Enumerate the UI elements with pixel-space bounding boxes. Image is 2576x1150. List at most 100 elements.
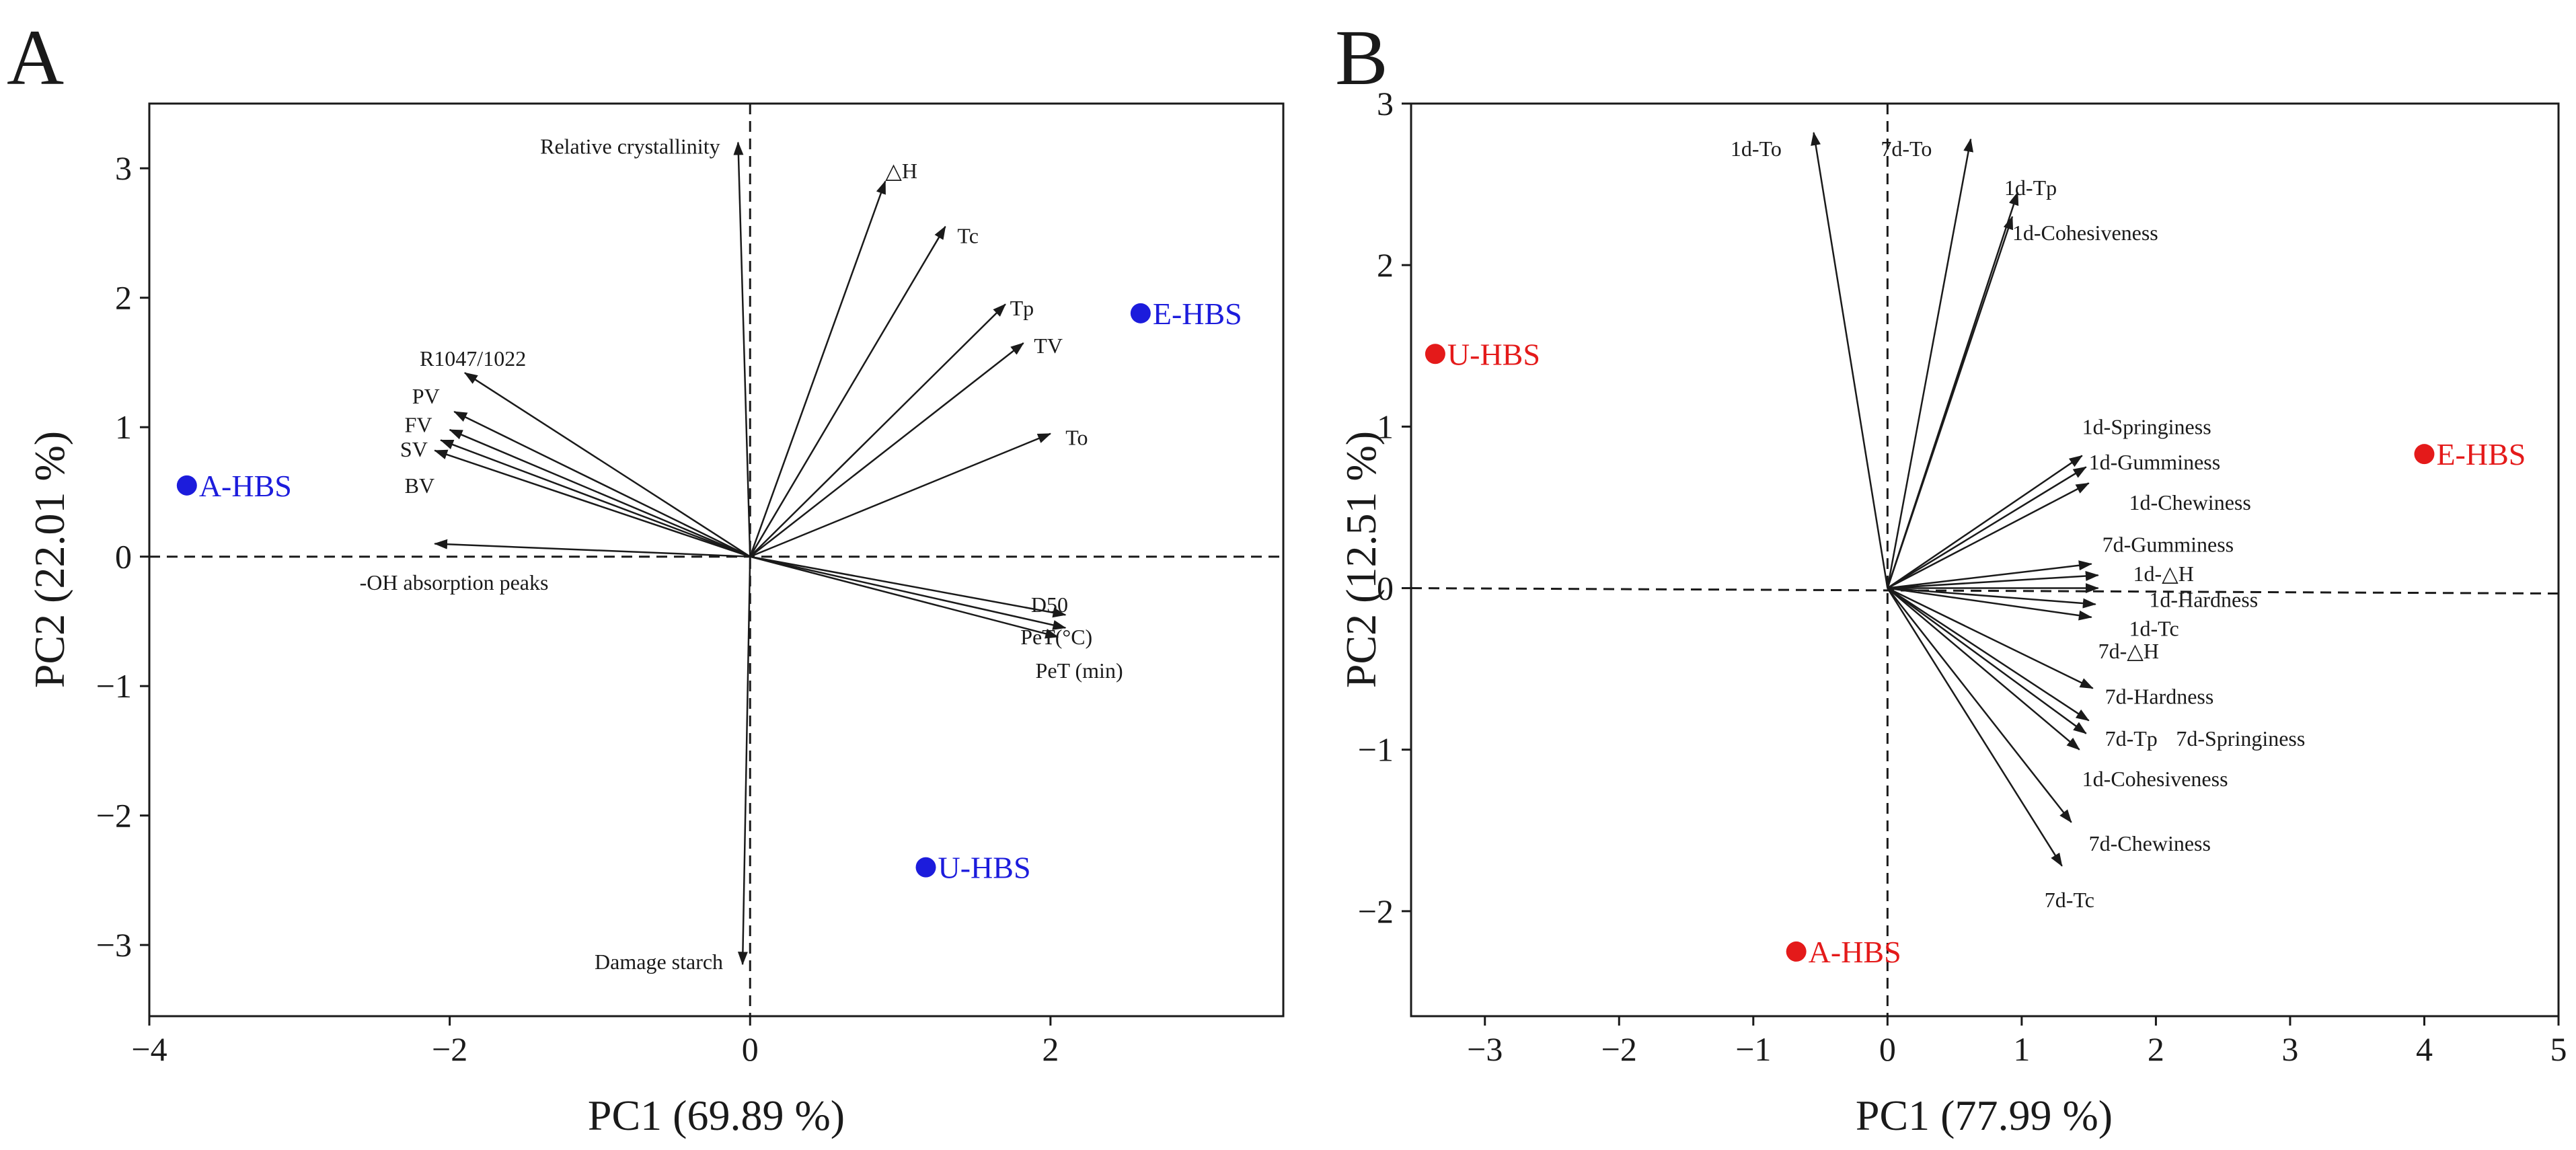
chart-b-x-tick-label: 0 [1879, 1030, 1896, 1068]
chart-a-sample-label: E-HBS [1153, 297, 1242, 331]
chart-a-frame [148, 102, 1285, 1018]
chart-a-x-tick-label: −2 [432, 1030, 467, 1068]
chart-b-y-tick-label: −1 [1358, 731, 1394, 769]
chart-b-y-tick-label: −2 [1358, 892, 1394, 930]
chart-b-loading-arrow [1887, 587, 2087, 734]
chart-a-y-tick-label: −2 [96, 797, 132, 835]
chart-a-loading-label: PV [412, 384, 440, 408]
chart-a-loading-arrow [733, 141, 751, 557]
chart-b-loading-arrow [1887, 138, 1974, 588]
chart-b-loading-label: 1d-Chewiness [2129, 490, 2250, 514]
chart-a-loading-label: R1047/1022 [420, 346, 526, 371]
chart-a-sample-label: U-HBS [938, 851, 1031, 885]
chart-a-loading-label: Damage starch [595, 950, 723, 974]
chart-a-y-tick-label: 2 [115, 279, 132, 317]
chart-b-x-tick-label: −2 [1601, 1030, 1637, 1068]
chart-a-y-tick-label: 3 [115, 149, 132, 187]
chart-a-loading-arrow [749, 225, 946, 558]
chart-b-loading-arrow [1887, 482, 2090, 589]
chart-b-x-tick-label: 5 [2550, 1030, 2567, 1068]
chart-a-loading-label: D50 [1031, 592, 1068, 617]
chart-a-y-tick-label: 1 [115, 408, 132, 446]
chart-a-loading-label: SV [400, 437, 428, 461]
chart-b-loading-label: 1d-Tc [2129, 617, 2179, 641]
chart-b-y-axis-title: PC2 (12.51 %) [1337, 431, 1385, 688]
chart-b-sample-label: A-HBS [1809, 935, 1901, 969]
chart-b-sample-point [1786, 941, 1807, 962]
chart-a-loading-label: TV [1034, 334, 1063, 358]
chart-b-loading-label: 1d-Springiness [2082, 414, 2211, 438]
panel-b-letter: B [1335, 13, 1388, 102]
chart-b-x-tick-label: −1 [1735, 1030, 1771, 1068]
chart-a-loading-label: △H [885, 159, 917, 183]
chart-a-loading-arrow [440, 439, 751, 558]
chart-a-loading-label: FV [405, 412, 432, 436]
chart-a-loading-arrow [453, 410, 751, 558]
chart-b-loading-label: 1d-Gumminess [2089, 450, 2221, 474]
chart-b-sample-label: U-HBS [1447, 337, 1540, 371]
chart-b-loading-label: 7d-Springiness [2176, 726, 2305, 751]
chart-b-loading-arrow [1887, 587, 2096, 609]
chart-b-x-tick-label: −3 [1467, 1030, 1503, 1068]
chart-a-loading-arrow [749, 303, 1006, 558]
chart-b-loading-arrow [1811, 131, 1889, 588]
chart-a-loading-arrow [749, 432, 1052, 558]
chart-a-loading-arrow [749, 342, 1024, 558]
chart-b-loading-arrow [1887, 587, 2072, 823]
panel-a-letter: A [7, 13, 64, 102]
chart-a-y-tick-label: −1 [96, 667, 132, 705]
chart-b-loading-label: 7d-Chewiness [2089, 831, 2211, 855]
chart-a-x-tick-label: −4 [131, 1030, 167, 1068]
chart-a-loading-label: Tp [1010, 296, 1034, 320]
chart-b-loading-label: 7d-Tc [2045, 888, 2094, 912]
chart-b-loading-label: 1d-Tp [2004, 176, 2057, 200]
chart-a-loading-arrow [749, 555, 1067, 630]
chart-a-sample-label: A-HBS [199, 469, 292, 503]
chart-a-y-axis-title: PC2 (22.01 %) [26, 431, 73, 688]
chart-a: A −4 −2 0 2 −3 −2 −1 0 1 2 3 Relative crystallinity… [7, 13, 1285, 1139]
chart-a-loading-label: To [1065, 426, 1088, 450]
chart-a-x-tick-label: 2 [1042, 1030, 1059, 1068]
chart-a-loading-arrow [434, 539, 751, 558]
chart-a-loading-label: BV [405, 473, 434, 498]
chart-b-y-tick-label: 1 [1377, 408, 1394, 445]
chart-b-loading-label: 7d-Tp [2105, 726, 2158, 751]
chart-b-loading-arrow [1887, 587, 2063, 867]
chart-b-loading-arrow [1887, 587, 2090, 722]
chart-a-loading-arrow [749, 555, 1059, 639]
chart-b-x-tick-label: 1 [2013, 1030, 2030, 1068]
chart-a-x-axis-title: PC1 (69.89 %) [588, 1091, 845, 1139]
chart-a-loading-arrow [449, 428, 751, 558]
chart-b-loading-arrow [1887, 466, 2087, 589]
chart-b: B −3 −2 −1 0 1 2 3 4 5 −2 −1 0 1 2 3 1d-To 7d-To 1d-Tp 1d-… [1335, 13, 2567, 1139]
chart-a-x-tick-label: 0 [742, 1030, 759, 1068]
chart-a-loading-label: -OH absorption peaks [360, 570, 549, 595]
chart-a-loading-arrow [463, 372, 751, 558]
chart-b-loading-label: 7d-To [1881, 137, 1932, 161]
chart-b-loading-label: 1d-Cohesiveness [2012, 221, 2158, 245]
chart-b-loading-arrow [1887, 587, 2094, 689]
chart-a-y-tick-label: −3 [96, 926, 132, 964]
chart-b-y-tick-label: 0 [1377, 570, 1394, 607]
chart-a-loading-arrow [749, 180, 886, 558]
chart-a-loading-label: Tc [957, 223, 979, 247]
chart-b-loading-label: 1d-Cohesiveness [2082, 767, 2228, 791]
chart-a-sample-point [1130, 303, 1151, 323]
chart-b-loading-label: 1d-Hardness [2149, 587, 2258, 611]
chart-b-sample-point [2414, 444, 2435, 465]
chart-b-y-tick-label: 2 [1377, 246, 1394, 284]
chart-b-loading-arrow [1887, 587, 2080, 751]
chart-a-sample-point [176, 475, 197, 496]
chart-a-loading-arrow [737, 556, 751, 966]
chart-b-loading-label: 7d-Gumminess [2103, 533, 2234, 557]
chart-b-loading-arrow [1887, 455, 2083, 589]
chart-b-loading-arrow [1887, 570, 2099, 589]
chart-b-x-tick-label: 3 [2281, 1030, 2298, 1068]
chart-a-loading-label: PeT (min) [1036, 658, 1123, 683]
chart-b-x-tick-label: 4 [2416, 1030, 2433, 1068]
chart-a-sample-point [915, 857, 936, 878]
chart-b-loading-label: 7d-△H [2098, 639, 2159, 663]
chart-b-loading-label: 7d-Hardness [2105, 684, 2214, 708]
chart-b-x-tick-label: 2 [2148, 1030, 2164, 1068]
